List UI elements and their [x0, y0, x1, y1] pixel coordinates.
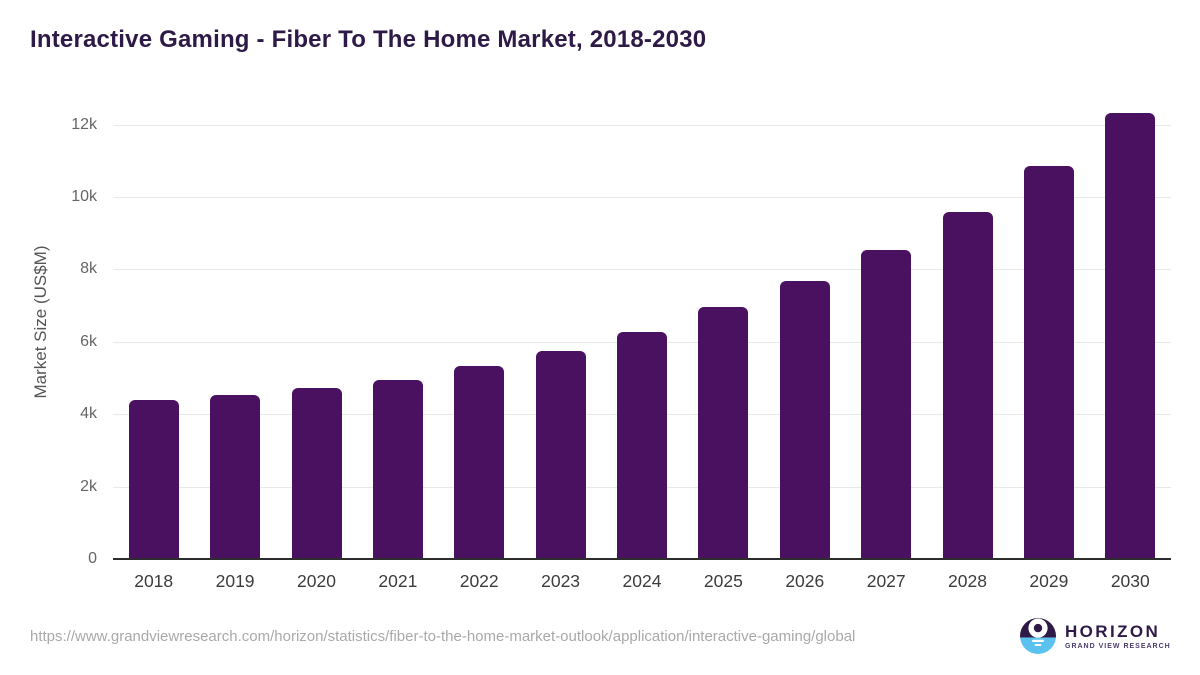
- bar-2024[interactable]: [617, 332, 667, 559]
- x-tick-2021: 2021: [378, 571, 418, 591]
- bar-2020[interactable]: [291, 387, 342, 559]
- gridline-10k: [113, 197, 1171, 198]
- horizon-logo: HORIZON GRAND VIEW RESEARCH: [1020, 618, 1171, 654]
- logo-title: HORIZON: [1065, 621, 1161, 641]
- x-tick-2028: 2028: [948, 571, 987, 591]
- gridline-12k: [113, 124, 1171, 126]
- x-tick-2023: 2023: [541, 571, 581, 591]
- x-tick-2018: 2018: [134, 571, 174, 591]
- x-tick-2030: 2030: [1110, 571, 1150, 591]
- bar-2028[interactable]: [942, 211, 993, 559]
- horizon-sun-icon: [1020, 618, 1056, 654]
- x-axis-line: [113, 558, 1171, 560]
- source-url: https://www.grandviewresearch.com/horizo…: [30, 628, 856, 645]
- y-tick-8k: 8k: [80, 260, 97, 278]
- y-tick-4k: 4k: [80, 405, 97, 423]
- gridline-8k: [113, 269, 1171, 271]
- chart-title: Interactive Gaming - Fiber To The Home M…: [30, 26, 707, 53]
- bar-2030[interactable]: [1105, 113, 1156, 559]
- bar-2026[interactable]: [779, 281, 830, 559]
- bar-2018[interactable]: [128, 400, 179, 559]
- bar-2027[interactable]: [861, 249, 912, 559]
- x-tick-2027: 2027: [866, 571, 906, 591]
- bar-2025[interactable]: [698, 307, 749, 559]
- logo-text: HORIZON GRAND VIEW RESEARCH: [1065, 622, 1171, 651]
- x-tick-2022: 2022: [459, 571, 499, 591]
- y-tick-6k: 6k: [80, 332, 97, 350]
- y-tick-12k: 12k: [71, 115, 97, 133]
- x-tick-2019: 2019: [215, 571, 255, 591]
- bar-2021[interactable]: [372, 379, 423, 559]
- logo-subtitle: GRAND VIEW RESEARCH: [1065, 642, 1171, 650]
- x-tick-2025: 2025: [703, 571, 743, 591]
- x-tick-2026: 2026: [785, 571, 825, 591]
- y-tick-0: 0: [88, 550, 97, 567]
- x-tick-2024: 2024: [622, 571, 662, 591]
- x-tick-2029: 2029: [1029, 571, 1069, 591]
- bar-2029[interactable]: [1023, 166, 1074, 559]
- y-tick-10k: 10k: [71, 188, 97, 205]
- bar-2023[interactable]: [535, 351, 586, 559]
- bar-2022[interactable]: [454, 366, 505, 559]
- x-tick-2020: 2020: [297, 571, 336, 591]
- bar-2019[interactable]: [210, 394, 261, 559]
- y-tick-2k: 2k: [80, 477, 97, 495]
